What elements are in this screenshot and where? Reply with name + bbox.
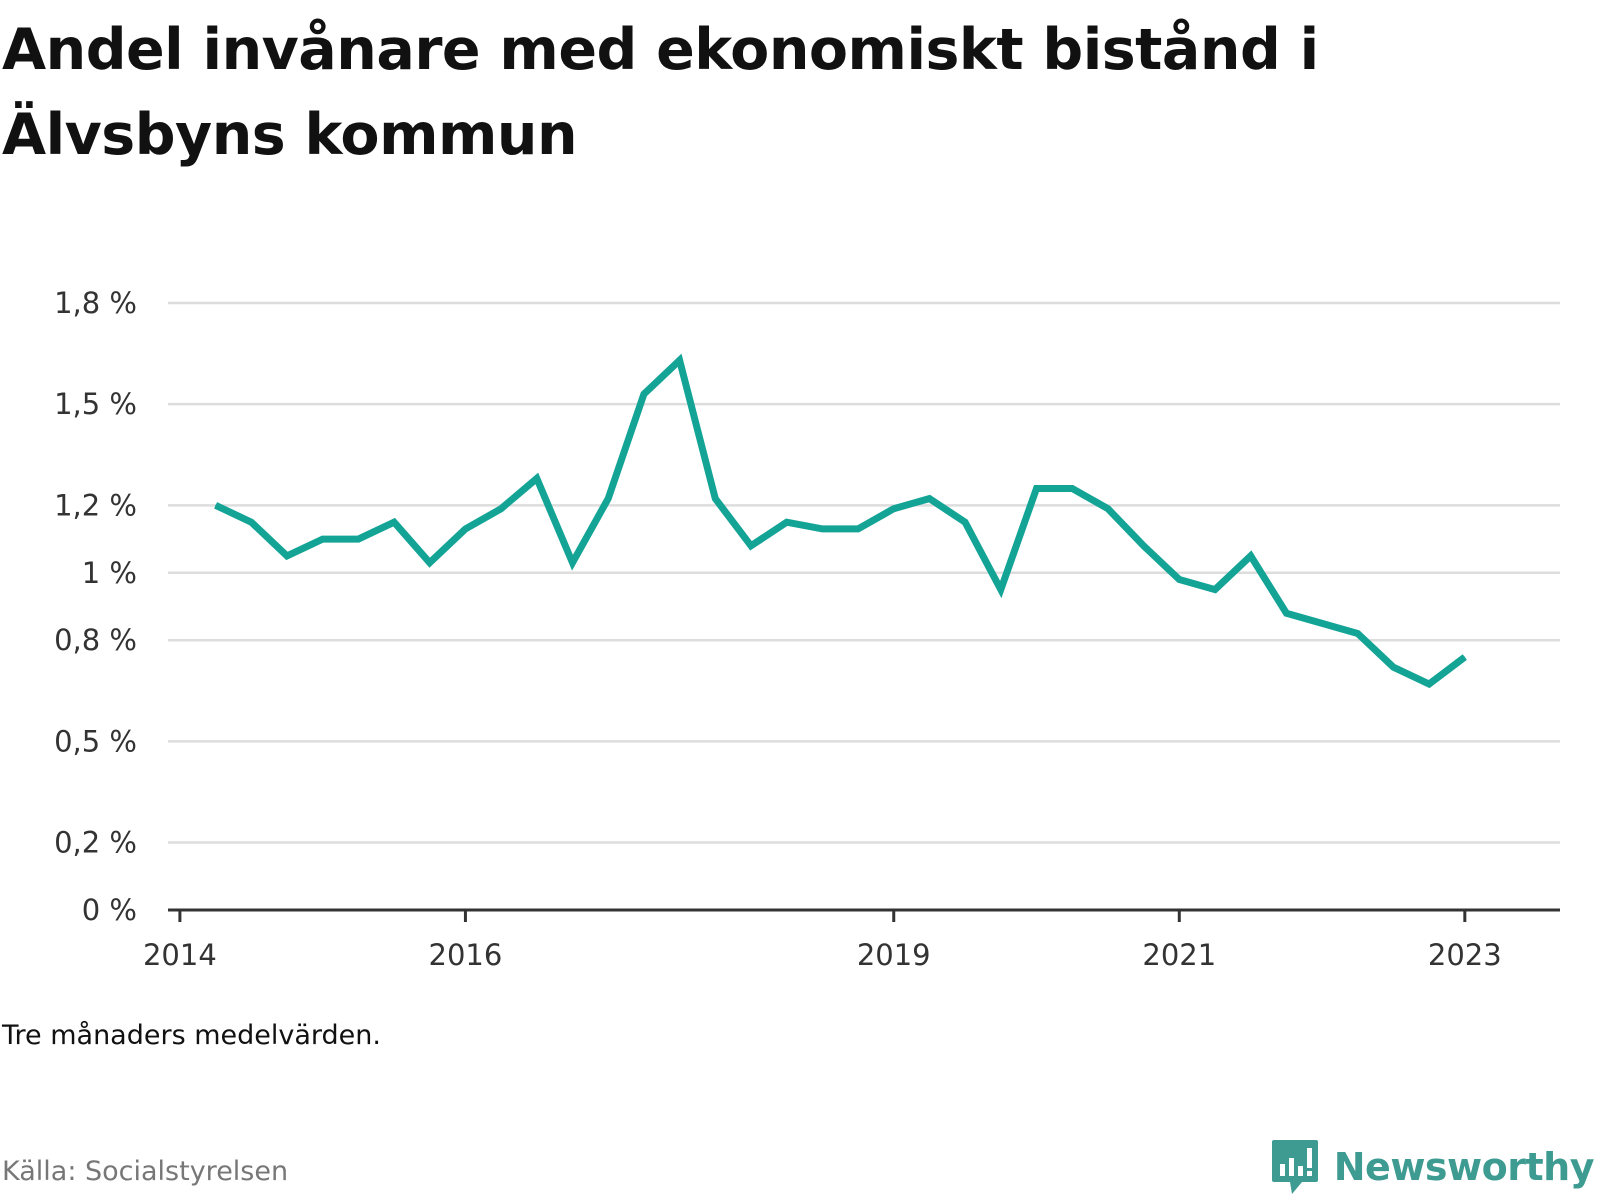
data-point (1143, 545, 1145, 547)
data-point (1107, 508, 1109, 510)
data-point (1321, 622, 1323, 624)
x-axis-tick-labels: 2014 2016 2019 2021 2023 (143, 938, 1502, 972)
data-point (322, 538, 324, 540)
x-tick-label: 2021 (1142, 938, 1216, 972)
data-point (1464, 656, 1466, 658)
data-point (821, 528, 823, 530)
y-tick-label: 1,8 % (54, 286, 137, 320)
x-tick-label: 2014 (143, 938, 217, 972)
brand-name: Newsworthy (1333, 1145, 1595, 1189)
gridlines (168, 301, 1560, 844)
data-point (607, 498, 609, 500)
data-point (679, 359, 681, 361)
data-point (1428, 683, 1430, 685)
chart-title: Andel invånare med ekonomiskt bistånd i … (2, 17, 1319, 168)
data-point (893, 508, 895, 510)
data-point (928, 498, 930, 500)
data-point (857, 528, 859, 530)
data-point (286, 555, 288, 557)
source-credit: Källa: Socialstyrelsen (2, 1156, 289, 1187)
data-point (429, 562, 431, 564)
data-point (1357, 632, 1359, 634)
data-point (714, 498, 716, 500)
y-tick-label: 0,2 % (54, 826, 137, 860)
chart-note: Tre månaders medelvärden. (2, 1020, 381, 1051)
x-tick-label: 2016 (429, 938, 503, 972)
data-point (250, 521, 252, 523)
y-axis-tick-labels: 0 % 0,2 % 0,5 % 0,8 % 1 % 1,2 % 1,5 % 1,8 % (54, 286, 137, 927)
data-point (1178, 579, 1180, 581)
line-chart: 0 % 0,2 % 0,5 % 0,8 % 1 % 1,2 % 1,5 % 1,8 % 201… (54, 286, 1560, 972)
x-axis (168, 908, 1560, 922)
y-tick-label: 1 % (82, 556, 137, 590)
data-point (1214, 589, 1216, 591)
series-line-layer (214, 353, 1467, 689)
y-tick-label: 0 % (82, 893, 137, 927)
x-tick-label: 2019 (857, 938, 931, 972)
data-point (357, 538, 359, 540)
data-point (786, 521, 788, 523)
data-point (1250, 555, 1252, 557)
data-point (572, 562, 574, 564)
data-point (536, 477, 538, 479)
data-point (393, 521, 395, 523)
data-point (1071, 487, 1073, 489)
y-tick-label: 1,5 % (54, 387, 137, 421)
newsworthy-logo-icon (1271, 1140, 1318, 1194)
data-point (1036, 487, 1038, 489)
data-point (643, 393, 645, 395)
y-tick-label: 1,2 % (54, 488, 137, 522)
data-point (1000, 589, 1002, 591)
data-point (964, 521, 966, 523)
data-point (750, 545, 752, 547)
data-point (1392, 666, 1394, 668)
x-tick-label: 2023 (1428, 938, 1502, 972)
data-point (500, 508, 502, 510)
y-tick-label: 0,5 % (54, 724, 137, 758)
series-line (214, 353, 1467, 689)
data-point (215, 504, 217, 506)
brand-logo: Newsworthy (1270, 1138, 1595, 1196)
data-point (464, 528, 466, 530)
data-point (1285, 612, 1287, 614)
y-tick-label: 0,8 % (54, 623, 137, 657)
